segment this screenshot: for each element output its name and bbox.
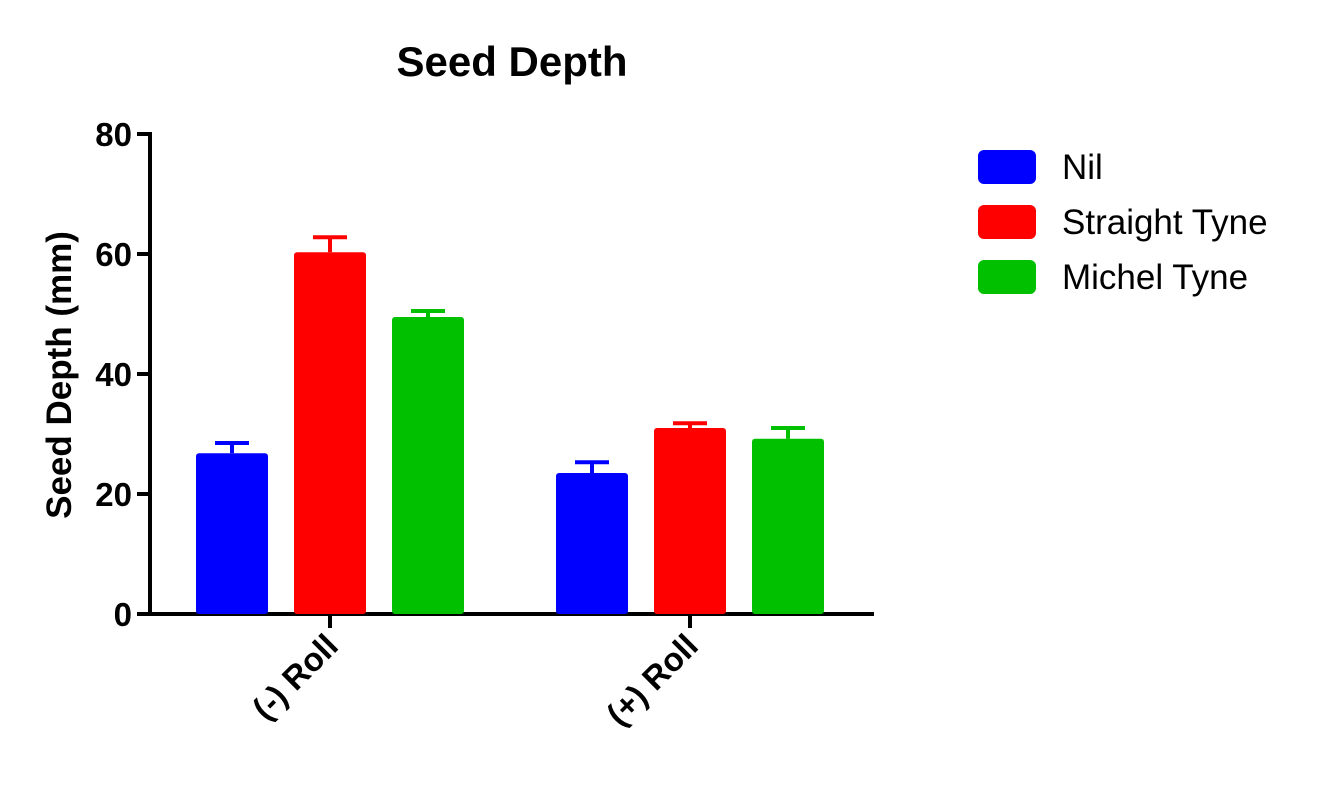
legend-label: Nil: [1062, 148, 1103, 187]
y-tick-label: 20: [95, 476, 132, 513]
bar: [196, 453, 268, 614]
x-tick-label: (-) Roll: [245, 627, 345, 727]
legend-swatch: [978, 260, 1036, 294]
y-axis-label: Seed Depth (mm): [40, 231, 79, 519]
y-tick-label: 60: [95, 236, 132, 273]
legend-swatch: [978, 150, 1036, 184]
y-tick-label: 40: [95, 356, 132, 393]
legend-swatch: [978, 205, 1036, 239]
bar: [294, 252, 366, 614]
x-tick-label: (+) Roll: [599, 627, 705, 733]
chart-title: Seed Depth: [396, 38, 627, 85]
legend-label: Straight Tyne: [1062, 203, 1268, 242]
legend: Nil Straight Tyne Michel Tyne: [978, 148, 1268, 297]
bar-marks: [196, 235, 824, 614]
y-axis-ticks: 0 20 40 60 80: [95, 116, 150, 633]
y-tick-label: 80: [95, 116, 132, 153]
legend-label: Michel Tyne: [1062, 258, 1248, 297]
bar: [752, 438, 824, 614]
bar: [392, 317, 464, 614]
bar: [556, 473, 628, 614]
bar: [654, 428, 726, 614]
x-axis-ticks: (-) Roll (+) Roll: [245, 614, 705, 733]
y-tick-label: 0: [114, 596, 132, 633]
